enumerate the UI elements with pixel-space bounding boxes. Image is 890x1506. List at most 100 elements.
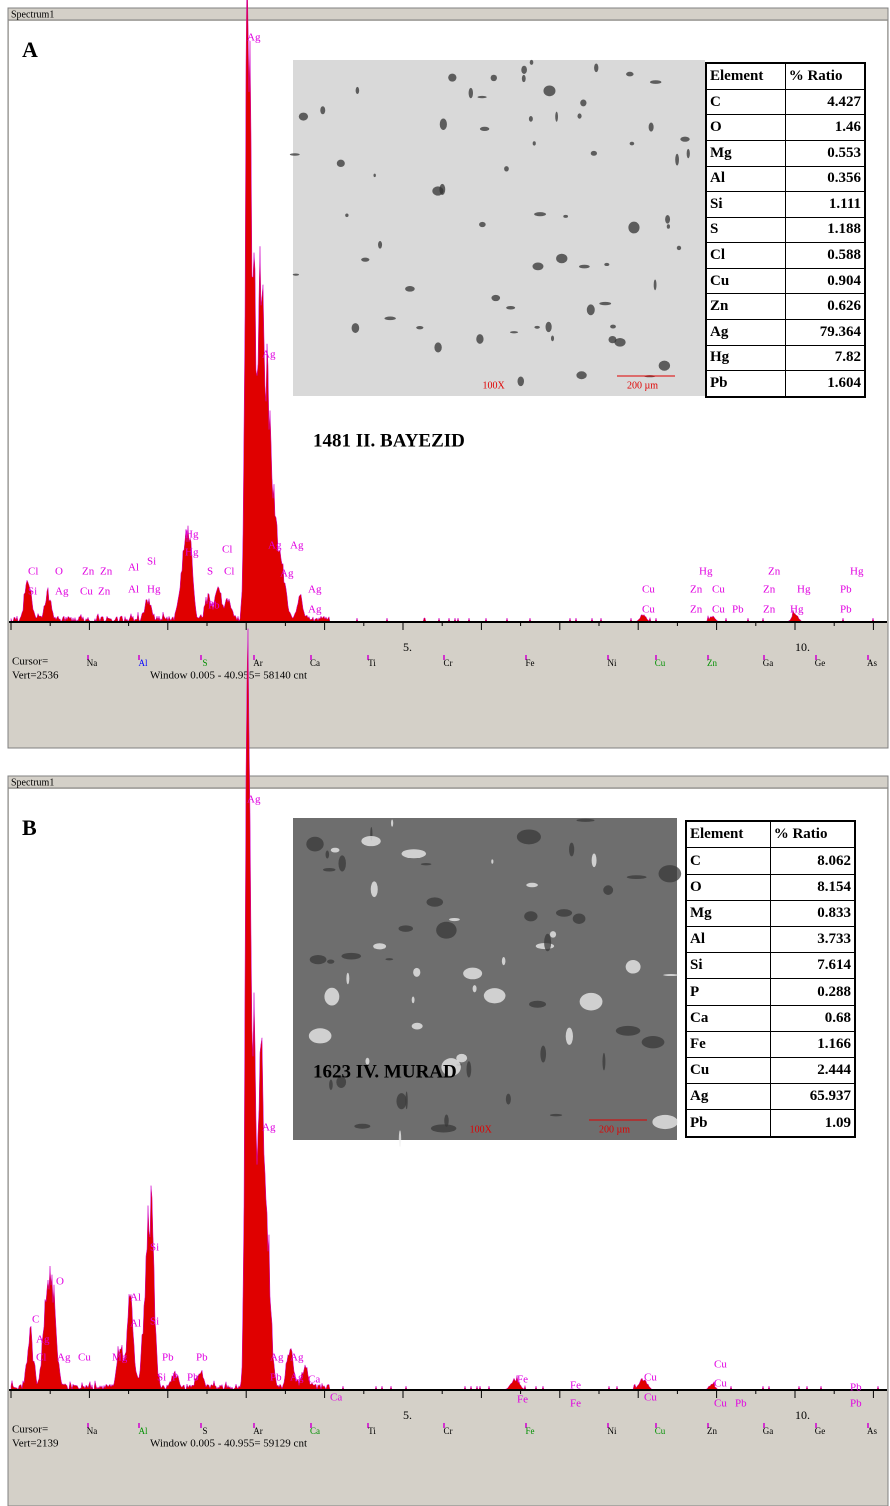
peak-label: Pb <box>840 584 852 596</box>
panel-caption: 1623 IV. MURAD <box>313 1061 457 1082</box>
vert-readout: Vert=2536 <box>12 670 59 682</box>
micrograph-feature <box>563 215 568 218</box>
peak-label: Fe <box>517 1374 528 1386</box>
element-label: As <box>867 1426 877 1436</box>
micrograph-feature <box>413 968 420 977</box>
element-label: Ar <box>253 1426 263 1436</box>
peak-label: Ag <box>308 584 322 596</box>
table-cell: 0.68 <box>770 1005 855 1031</box>
micrograph-feature <box>576 371 586 379</box>
peak-label: Hg <box>699 566 713 578</box>
micrograph-scale: 200 µm <box>599 1124 630 1135</box>
peak-label: Cu <box>78 1352 91 1364</box>
table-cell: 3.733 <box>770 927 855 953</box>
micrograph-feature <box>667 224 670 229</box>
micrograph-feature <box>649 123 654 132</box>
peak-label: Hg <box>790 604 804 616</box>
micrograph-feature <box>431 1124 457 1132</box>
micrograph-feature <box>510 331 518 333</box>
element-label: Al <box>139 1426 148 1436</box>
peak-label: Cu <box>642 604 655 616</box>
micrograph-feature <box>532 263 543 271</box>
micrograph-feature <box>556 254 567 264</box>
element-label: Ti <box>368 1426 376 1436</box>
peak-label: Cl <box>28 566 38 578</box>
peak-label: S <box>207 566 213 578</box>
micrograph-feature <box>361 258 369 262</box>
table-cell: Pb <box>706 371 785 397</box>
micrograph-magnification: 100X <box>470 1124 493 1135</box>
micrograph-feature <box>616 1026 640 1036</box>
table-cell: 0.288 <box>770 979 855 1005</box>
peak-label: Pb <box>850 1382 862 1394</box>
table-cell: 0.588 <box>785 243 865 269</box>
table-cell: 0.553 <box>785 140 865 166</box>
table-cell: 0.626 <box>785 294 865 320</box>
micrograph <box>293 60 705 396</box>
window-title: Spectrum1 <box>11 777 54 788</box>
micrograph-feature <box>551 336 554 342</box>
table-cell: Al <box>706 166 785 192</box>
peak-label: Ag <box>290 540 304 552</box>
peak-label: C <box>32 1314 39 1326</box>
peak-label: Cu <box>712 604 725 616</box>
peak-label: Al <box>130 1318 141 1330</box>
table-cell: O <box>686 874 770 900</box>
element-label: Fe <box>526 1426 535 1436</box>
panel-caption: 1481 II. BAYEZID <box>313 430 465 451</box>
micrograph-feature <box>491 859 493 863</box>
micrograph-feature <box>579 265 590 269</box>
peak-label: Pb <box>187 1372 199 1384</box>
peak-label: Pb <box>162 1352 174 1364</box>
micrograph <box>293 818 677 1140</box>
micrograph-feature <box>373 174 375 177</box>
micrograph-feature <box>580 993 603 1011</box>
micrograph-feature <box>337 160 345 167</box>
peak-label: Hg <box>185 547 199 559</box>
table-cell: Mg <box>686 900 770 926</box>
micrograph-feature <box>331 848 340 853</box>
element-label: Ge <box>815 658 826 668</box>
peak-label: Fe <box>570 1380 581 1392</box>
peak-label: Zn <box>98 586 111 598</box>
peak-label: Ag <box>280 568 294 580</box>
peak-label: Cu <box>712 584 725 596</box>
micrograph-feature <box>427 897 444 906</box>
peak-label: Cu <box>644 1392 657 1404</box>
table-cell: 1.188 <box>785 217 865 243</box>
table-cell: Al <box>686 927 770 953</box>
peak-label: Zn <box>763 584 776 596</box>
micrograph-feature <box>299 113 308 121</box>
table-cell: C <box>706 89 785 115</box>
element-label: Cu <box>655 1426 666 1436</box>
micrograph-feature <box>320 106 325 114</box>
micrograph-feature <box>543 85 555 96</box>
peak-label: Pb <box>208 600 220 612</box>
cursor-label: Cursor= <box>12 1424 48 1436</box>
element-label: Ni <box>608 1426 617 1436</box>
table-cell: Cu <box>706 268 785 294</box>
peak-label: Zn <box>768 566 781 578</box>
element-label: Ca <box>310 658 320 668</box>
peak-label: Hg <box>147 584 161 596</box>
micrograph-feature <box>448 74 456 82</box>
table-cell: Ag <box>706 319 785 345</box>
peak-label: Zn <box>690 604 703 616</box>
micrograph-feature <box>341 953 361 960</box>
micrograph-feature <box>675 154 679 166</box>
micrograph-feature <box>544 934 551 952</box>
micrograph-feature <box>356 87 360 94</box>
micrograph-feature <box>361 836 380 846</box>
micrograph-feature <box>530 60 534 65</box>
table-cell: 1.09 <box>770 1110 855 1137</box>
element-label: Ca <box>310 1426 320 1436</box>
peak-label: Al <box>130 1292 141 1304</box>
element-label: Ar <box>253 658 263 668</box>
micrograph-feature <box>642 1036 665 1048</box>
element-label: Ni <box>608 658 617 668</box>
peak-label: Si <box>147 556 156 568</box>
micrograph-feature <box>521 66 527 74</box>
table-cell: Ca <box>686 1005 770 1031</box>
micrograph-feature <box>630 142 635 146</box>
